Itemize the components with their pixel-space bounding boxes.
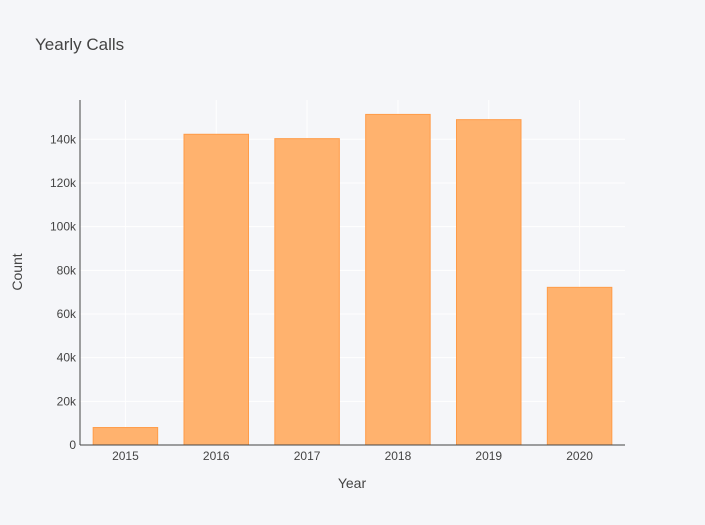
bars <box>92 113 613 446</box>
x-axis-title: Year <box>338 475 367 491</box>
axes <box>79 100 625 446</box>
chart-title: Yearly Calls <box>35 35 124 54</box>
x-tick-label: 2015 <box>112 449 139 463</box>
y-tick-label: 80k <box>57 263 77 277</box>
y-tick-label: 40k <box>57 351 77 365</box>
y-tick-label: 20k <box>57 394 77 408</box>
bar-2017[interactable] <box>274 138 340 446</box>
bar-2015[interactable] <box>92 427 159 446</box>
x-tick-labels: 2015 2016 2017 2018 2019 2020 <box>112 449 593 463</box>
y-tick-label: 60k <box>57 307 77 321</box>
x-tick-label: 2019 <box>475 449 502 463</box>
bar-2018[interactable] <box>365 113 431 446</box>
x-tick-label: 2018 <box>385 449 412 463</box>
y-axis-title: Count <box>9 253 25 290</box>
bar-2019[interactable] <box>456 119 522 446</box>
bar-2016[interactable] <box>183 133 249 446</box>
x-tick-label: 2016 <box>203 449 230 463</box>
x-tick-label: 2017 <box>294 449 321 463</box>
bar-2020[interactable] <box>546 286 613 446</box>
y-tick-label: 120k <box>50 176 77 190</box>
gridlines <box>80 100 625 445</box>
x-tick-label: 2020 <box>566 449 593 463</box>
y-tick-labels: 0 20k 40k 60k 80k 100k 120k 140k <box>50 132 77 452</box>
y-tick-label: 140k <box>50 132 77 146</box>
y-tick-label: 100k <box>50 220 77 234</box>
y-tick-label: 0 <box>69 438 76 452</box>
